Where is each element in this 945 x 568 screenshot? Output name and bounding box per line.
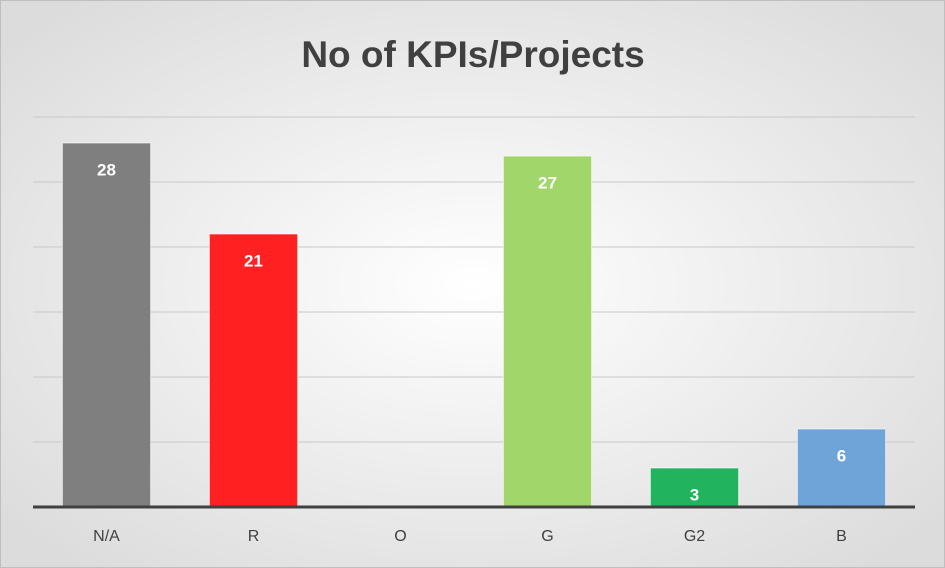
bar	[61, 142, 152, 508]
data-label: 6	[837, 446, 846, 465]
x-tick-label: R	[248, 528, 260, 545]
chart-title: No of KPIs/Projects	[301, 34, 644, 75]
data-label: 27	[538, 173, 557, 192]
bar	[502, 155, 593, 508]
bar	[208, 233, 299, 508]
bar	[796, 428, 887, 508]
data-label: 21	[244, 251, 263, 270]
x-tick-label: B	[836, 528, 847, 545]
x-tick-label: G2	[684, 528, 705, 545]
bar	[649, 467, 740, 508]
x-tick-label: N/A	[93, 528, 120, 545]
data-label: 3	[690, 485, 699, 504]
x-tick-label: G	[541, 528, 553, 545]
data-label: 28	[97, 160, 116, 179]
x-tick-label: O	[394, 528, 406, 545]
